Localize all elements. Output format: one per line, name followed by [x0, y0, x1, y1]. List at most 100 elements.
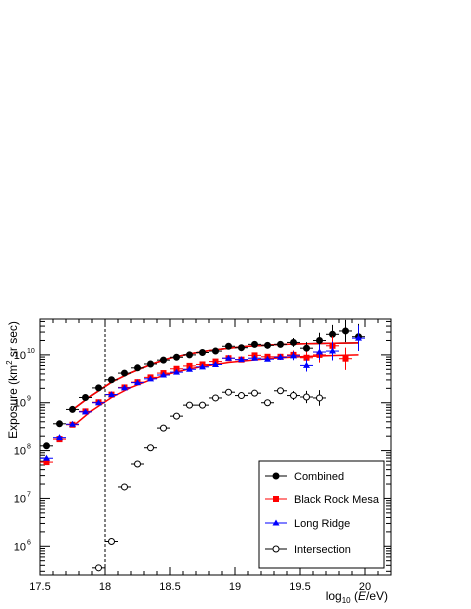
x-tick-label: 18.5: [159, 581, 180, 593]
data-point: [277, 340, 284, 348]
legend-label: Combined: [294, 471, 344, 483]
y-tick-label: 10: [14, 493, 26, 505]
data-point: [173, 353, 180, 361]
data-point: [108, 538, 115, 546]
legend: Combined Black Rock Mesa Long Ridge Interse…: [258, 460, 385, 569]
data-point: [69, 405, 76, 413]
data-point: [186, 401, 193, 409]
y-tick-exponent: 6: [27, 539, 31, 546]
data-point: [303, 393, 310, 401]
y-tick-exponent: 7: [27, 491, 31, 498]
data-point: [147, 444, 154, 452]
x-tick-label: 19.5: [289, 581, 310, 593]
data-point: [43, 459, 50, 466]
data-point: [277, 353, 284, 360]
legend-label: Intersection: [294, 544, 351, 556]
data-point: [238, 392, 245, 400]
data-points: [40, 319, 365, 572]
data-point: [95, 399, 102, 406]
y-tick-label: 10: [14, 350, 26, 362]
legend-entry: Long Ridge: [265, 518, 350, 530]
data-point: [238, 356, 245, 363]
data-point: [199, 363, 206, 370]
x-tick-label: 19: [229, 581, 241, 593]
data-point: [82, 408, 89, 415]
x-axis-label: log10 (E/eV): [326, 589, 388, 605]
data-point: [225, 388, 232, 396]
data-point: [56, 434, 63, 441]
data-point: [316, 348, 323, 355]
y-tick-exponent: 9: [27, 396, 31, 403]
data-point: [56, 420, 63, 428]
data-point: [121, 369, 128, 377]
data-point: [277, 387, 284, 395]
legend-label: Black Rock Mesa: [294, 494, 380, 506]
legend-marker: [272, 519, 280, 526]
series-intersection: [92, 387, 326, 572]
legend-entry: Combined: [265, 471, 344, 483]
data-point: [121, 483, 128, 491]
data-point: [108, 391, 115, 398]
data-point: [303, 361, 310, 368]
legend-label: Long Ridge: [294, 518, 350, 530]
legend-marker: [273, 496, 279, 502]
data-point: [225, 342, 232, 350]
y-axis-label: Exposure (km2 sr sec): [5, 321, 20, 439]
data-point: [95, 384, 102, 392]
x-tick-label: 17.5: [29, 581, 50, 593]
data-point: [121, 384, 128, 391]
data-point: [173, 368, 180, 375]
data-point: [160, 424, 167, 432]
data-point: [160, 356, 167, 364]
data-point: [290, 352, 297, 359]
data-point: [69, 420, 76, 427]
y-tick-exponent: 8: [27, 444, 31, 451]
y-tick-label: 10: [14, 398, 26, 410]
data-point: [134, 460, 141, 468]
data-point: [186, 365, 193, 372]
data-point: [160, 371, 167, 378]
data-point: [212, 394, 219, 402]
data-point: [43, 454, 50, 461]
x-tick-label: 18: [99, 581, 111, 593]
data-point: [108, 376, 115, 384]
data-point: [173, 412, 180, 420]
y-tick-label: 10: [14, 446, 26, 458]
legend-marker: [272, 545, 280, 553]
series-long-ridge: [40, 325, 365, 461]
y-tick-label: 10: [14, 541, 26, 553]
data-point: [199, 348, 206, 356]
data-point: [290, 338, 297, 346]
data-point: [303, 354, 310, 361]
data-point: [316, 394, 323, 402]
legend-entry: Black Rock Mesa: [265, 494, 380, 506]
data-point: [82, 393, 89, 401]
data-point: [264, 399, 271, 407]
data-point: [147, 375, 154, 382]
legend-box: [258, 460, 385, 569]
data-point: [290, 392, 297, 400]
data-point: [251, 389, 258, 397]
data-point: [43, 442, 50, 450]
data-point: [95, 564, 102, 572]
data-point: [238, 344, 245, 352]
data-point: [303, 344, 310, 352]
plot-frame: [39, 318, 392, 576]
data-point: [264, 341, 271, 349]
data-point: [355, 334, 362, 341]
data-point: [329, 347, 336, 354]
data-point: [251, 340, 258, 348]
data-point: [342, 327, 349, 335]
data-point: [212, 347, 219, 355]
data-point: [264, 355, 271, 362]
y-tick-exponent: 10: [27, 348, 35, 355]
data-point: [186, 351, 193, 359]
data-point: [225, 354, 232, 361]
x-tick-label: 20: [359, 581, 371, 593]
data-point: [134, 379, 141, 386]
data-point: [147, 360, 154, 368]
data-point: [251, 354, 258, 361]
data-point: [199, 401, 206, 409]
